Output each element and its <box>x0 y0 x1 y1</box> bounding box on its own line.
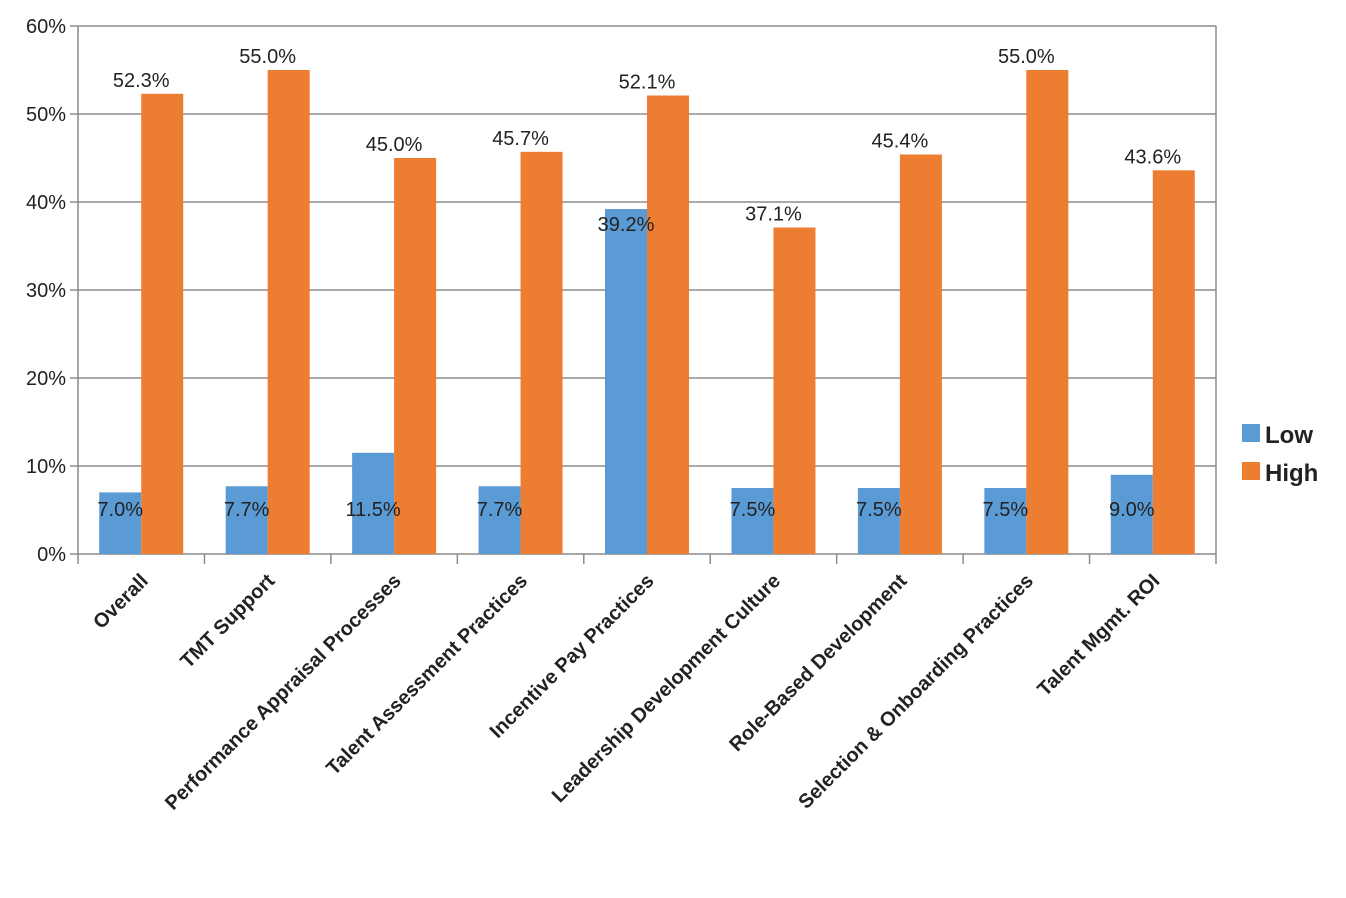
data-label-high-2: 45.0% <box>366 134 423 156</box>
bars <box>99 70 1195 555</box>
data-label-high-8: 43.6% <box>1124 146 1181 168</box>
data-label-low-6: 7.5% <box>856 499 902 521</box>
bar-low-3 <box>478 486 521 554</box>
y-tick-label: 10% <box>26 456 66 478</box>
data-label-low-5: 7.5% <box>730 499 776 521</box>
y-tick-label: 0% <box>37 544 66 566</box>
data-label-low-3: 7.7% <box>477 499 523 521</box>
bar-low-1 <box>225 486 268 554</box>
data-label-high-1: 55.0% <box>239 46 296 68</box>
bar-low-6 <box>857 488 900 554</box>
bar-low-2 <box>352 452 395 554</box>
bar-high-6 <box>899 154 942 555</box>
x-tick-label: Performance Appraisal Processes <box>161 570 406 815</box>
data-label-low-2: 11.5% <box>345 499 400 521</box>
bar-low-0 <box>99 492 142 554</box>
bar-high-1 <box>267 70 310 554</box>
legend-label-low: Low <box>1265 422 1313 449</box>
y-tick-label: 20% <box>26 368 66 390</box>
data-label-high-7: 55.0% <box>998 46 1055 68</box>
bar-high-8 <box>1152 170 1195 554</box>
data-label-high-5: 37.1% <box>745 204 802 226</box>
x-tick-label: Overall <box>89 570 153 634</box>
y-tick-label: 60% <box>26 16 66 38</box>
bar-high-7 <box>1026 70 1069 554</box>
bar-high-3 <box>520 151 563 554</box>
y-axis-ticks: 0% 10% 20% 30% 40% 50% 60% <box>26 16 78 566</box>
y-tick-label: 40% <box>26 192 66 214</box>
data-label-high-6: 45.4% <box>872 130 929 152</box>
y-tick-label: 30% <box>26 280 66 302</box>
bar-low-7 <box>984 488 1027 554</box>
data-label-high-4: 52.1% <box>619 72 676 94</box>
data-label-low-4: 39.2% <box>598 214 655 236</box>
data-label-low-8: 9.0% <box>1109 499 1155 521</box>
data-label-high-0: 52.3% <box>113 70 170 92</box>
bar-high-2 <box>394 158 437 554</box>
x-tick-label: Selection & Onboarding Practices <box>794 570 1037 813</box>
legend-swatch-high <box>1242 462 1260 480</box>
x-tick-label: Talent Assessment Practices <box>322 570 532 780</box>
legend: Low High <box>1242 422 1318 487</box>
data-label-high-3: 45.7% <box>492 128 549 150</box>
bar-high-5 <box>773 227 816 554</box>
bar-high-0 <box>141 93 184 554</box>
y-tick-label: 50% <box>26 104 66 126</box>
bar-low-5 <box>731 488 774 554</box>
x-tick-label: Talent Mgmt. ROI <box>1034 570 1165 701</box>
legend-swatch-low <box>1242 424 1260 442</box>
data-labels: 7.0% 7.7% 11.5% 7.7% 39.2% 7.5% 7.5% 7.5% 9.0% 52… <box>97 46 1181 521</box>
x-tick-label: Leadership Development Culture <box>548 570 785 807</box>
bar-low-8 <box>1110 474 1153 554</box>
data-label-low-1: 7.7% <box>224 499 270 521</box>
bar-low-4 <box>605 209 647 555</box>
x-tick-label: TMT Support <box>176 570 279 673</box>
data-label-low-7: 7.5% <box>983 499 1029 521</box>
bar-high-4 <box>647 95 689 555</box>
data-label-low-0: 7.0% <box>97 499 143 521</box>
legend-label-high: High <box>1265 460 1318 487</box>
